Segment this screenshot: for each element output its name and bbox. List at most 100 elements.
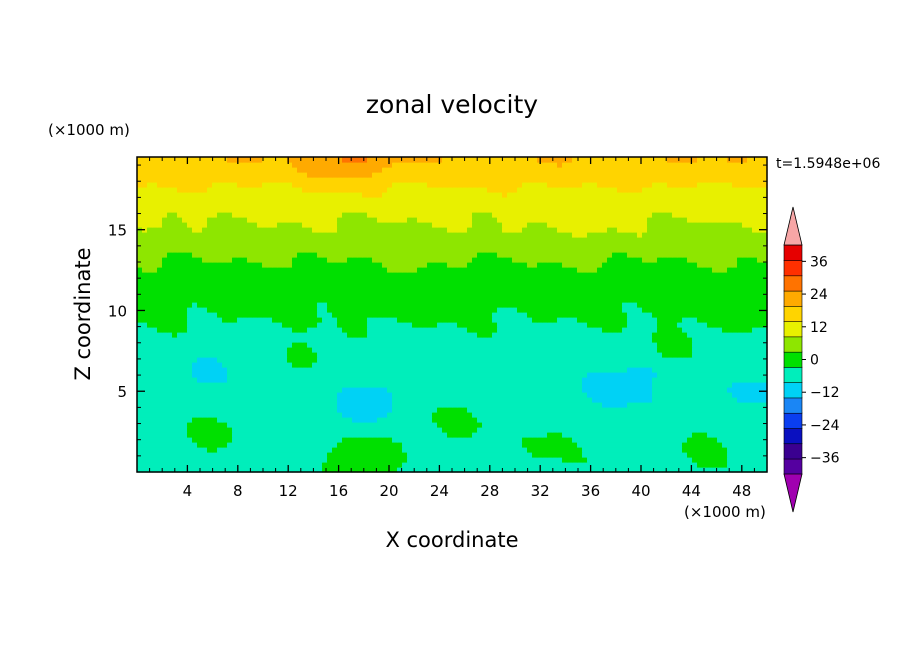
contour-cell bbox=[372, 307, 378, 313]
contour-cell bbox=[607, 407, 613, 413]
contour-cell bbox=[682, 332, 688, 338]
contour-cell bbox=[707, 432, 713, 438]
contour-cell bbox=[142, 427, 148, 433]
contour-cell bbox=[362, 412, 368, 418]
contour-cell bbox=[172, 317, 178, 323]
contour-cell bbox=[427, 437, 433, 443]
contour-cell bbox=[637, 417, 643, 423]
contour-cell bbox=[637, 422, 643, 428]
contour-cell bbox=[742, 382, 748, 388]
contour-cell bbox=[662, 452, 668, 458]
contour-cell bbox=[397, 427, 403, 433]
contour-cell bbox=[147, 277, 153, 283]
contour-cell bbox=[582, 407, 588, 413]
contour-cell bbox=[752, 332, 758, 338]
contour-cell bbox=[677, 422, 683, 428]
contour-cell bbox=[557, 447, 563, 453]
contour-cell bbox=[722, 362, 728, 368]
contour-cell bbox=[432, 377, 438, 383]
contour-cell bbox=[392, 307, 398, 313]
contour-cell bbox=[157, 467, 163, 473]
contour-cell bbox=[467, 362, 473, 368]
contour-cell bbox=[482, 302, 488, 308]
contour-cell bbox=[647, 382, 653, 388]
contour-cell bbox=[712, 337, 718, 343]
contour-cell bbox=[517, 392, 523, 398]
contour-cell bbox=[142, 402, 148, 408]
contour-cell bbox=[317, 377, 323, 383]
contour-cell bbox=[717, 312, 723, 318]
contour-cell bbox=[212, 357, 218, 363]
contour-cell bbox=[677, 407, 683, 413]
contour-cell bbox=[592, 402, 598, 408]
contour-cell bbox=[587, 332, 593, 338]
contour-cell bbox=[142, 397, 148, 403]
contour-cell bbox=[707, 317, 713, 323]
contour-cell bbox=[362, 432, 368, 438]
contour-cell bbox=[487, 417, 493, 423]
contour-cell bbox=[722, 322, 728, 328]
contour-cell bbox=[707, 452, 713, 458]
contour-cell bbox=[437, 427, 443, 433]
contour-cell bbox=[717, 402, 723, 408]
contour-cell bbox=[717, 417, 723, 423]
contour-cell bbox=[277, 397, 283, 403]
contour-cell bbox=[267, 337, 273, 343]
contour-cell bbox=[247, 357, 253, 363]
contour-cell bbox=[657, 427, 663, 433]
contour-cell bbox=[462, 352, 468, 358]
contour-cell bbox=[167, 377, 173, 383]
contour-cell bbox=[192, 407, 198, 413]
contour-cell bbox=[147, 432, 153, 438]
contour-cell bbox=[277, 357, 283, 363]
contour-cell bbox=[602, 397, 608, 403]
contour-cell bbox=[397, 297, 403, 303]
contour-cell bbox=[557, 367, 563, 373]
contour-cell bbox=[342, 417, 348, 423]
contour-cell bbox=[732, 352, 738, 358]
contour-cell bbox=[202, 307, 208, 313]
contour-cell bbox=[727, 457, 733, 463]
contour-cell bbox=[487, 292, 493, 298]
contour-cell bbox=[637, 452, 643, 458]
contour-cell bbox=[547, 342, 553, 348]
contour-cell bbox=[357, 362, 363, 368]
contour-cell bbox=[657, 442, 663, 448]
contour-cell bbox=[582, 452, 588, 458]
contour-cell bbox=[142, 452, 148, 458]
contour-cell bbox=[592, 307, 598, 313]
contour-cell bbox=[192, 282, 198, 288]
contour-cell bbox=[687, 382, 693, 388]
contour-cell bbox=[322, 447, 328, 453]
contour-cell bbox=[712, 357, 718, 363]
contour-cell bbox=[377, 432, 383, 438]
contour-cell bbox=[617, 362, 623, 368]
contour-cell bbox=[172, 407, 178, 413]
contour-cell bbox=[172, 357, 178, 363]
contour-cell bbox=[642, 457, 648, 463]
contour-cell bbox=[457, 282, 463, 288]
contour-cell bbox=[287, 407, 293, 413]
contour-cell bbox=[672, 377, 678, 383]
contour-cell bbox=[687, 437, 693, 443]
contour-cell bbox=[667, 337, 673, 343]
contour-cell bbox=[237, 467, 243, 473]
contour-cell bbox=[402, 437, 408, 443]
contour-cell bbox=[357, 467, 363, 473]
contour-cell bbox=[517, 372, 523, 378]
contour-cell bbox=[617, 457, 623, 463]
contour-cell bbox=[567, 357, 573, 363]
contour-cell bbox=[202, 397, 208, 403]
contour-cell bbox=[517, 272, 523, 278]
contour-cell bbox=[697, 307, 703, 313]
contour-cell bbox=[192, 277, 198, 283]
contour-cell bbox=[572, 337, 578, 343]
contour-cell bbox=[417, 362, 423, 368]
contour-cell bbox=[532, 387, 538, 393]
contour-cell bbox=[207, 417, 213, 423]
contour-cell bbox=[202, 412, 208, 418]
contour-cell bbox=[697, 437, 703, 443]
contour-cell bbox=[587, 452, 593, 458]
contour-cell bbox=[402, 297, 408, 303]
contour-cell bbox=[142, 307, 148, 313]
